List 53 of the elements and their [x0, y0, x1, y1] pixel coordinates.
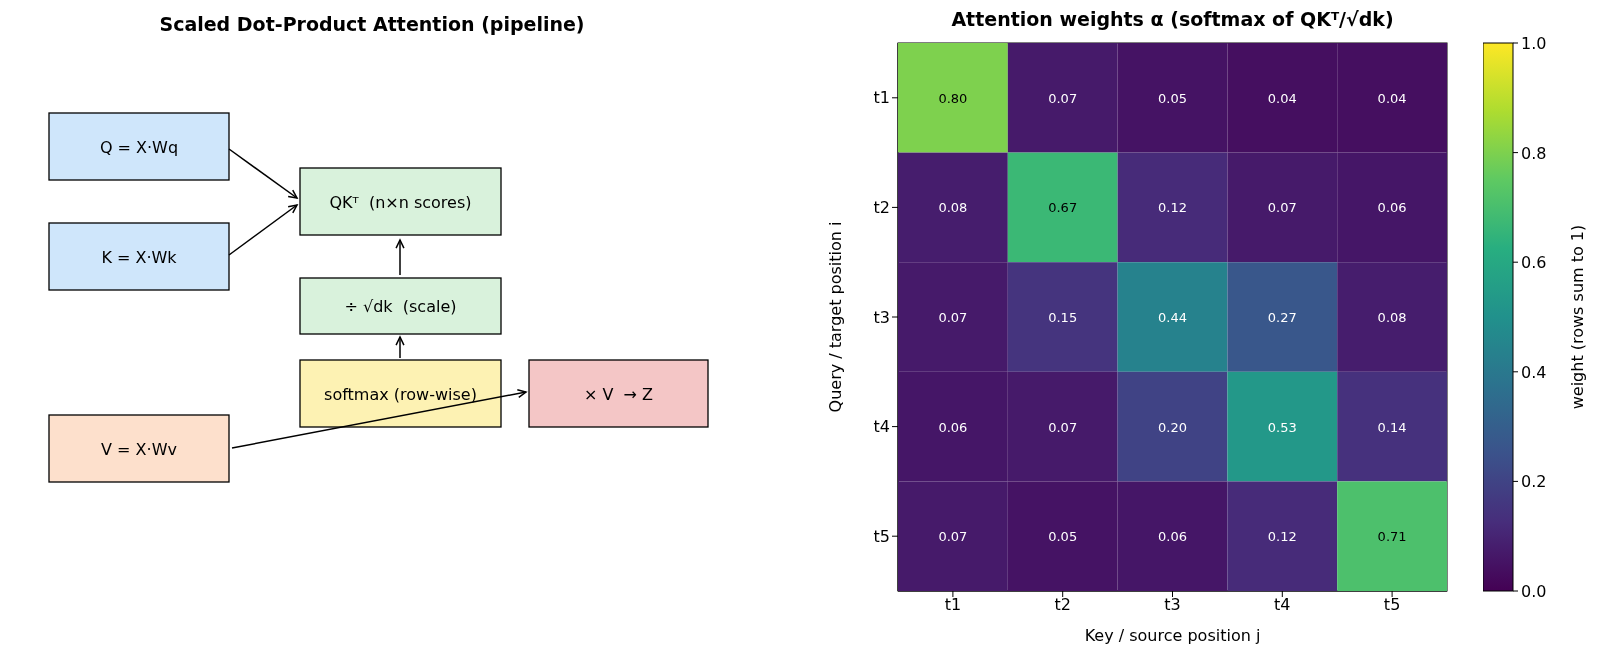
color-bar-label: 0.2 [1521, 472, 1547, 492]
text: ÷ √dk (scale) [344, 297, 457, 316]
color-bar-label: 0.4 [1521, 362, 1547, 382]
color-bar-label: 0.0 [1521, 582, 1547, 601]
color-bar-label: 0.6 [1521, 253, 1547, 273]
chart-title: Attention weights α (softmax of QKᵀ/√dk) [950, 8, 1395, 30]
y-tick-label: t2 [873, 198, 890, 218]
data-label: 0.14 [1377, 419, 1407, 435]
data-label: 0.07 [1267, 200, 1297, 216]
text: Scaled Dot-Product Attention (pipeline) [159, 13, 585, 35]
color-bar-label: 1.0 [1521, 34, 1547, 53]
x-tick-label: t1 [944, 595, 962, 615]
text: K = X·Wk [101, 247, 178, 267]
data-label: 0.07 [1048, 419, 1078, 435]
data-label: 0.20 [1158, 419, 1187, 435]
text: softmax (row-wise) [324, 384, 477, 404]
color-bar-label: 0.8 [1521, 143, 1547, 163]
data-label: 0.05 [1158, 90, 1187, 106]
x-tick-label: t2 [1054, 595, 1071, 615]
color-bar-title: weight (rows sum to 1) [1568, 224, 1587, 410]
text: V = X·Wv [101, 439, 177, 459]
data-label: 0.44 [1158, 310, 1187, 325]
data-label: 0.53 [1267, 419, 1297, 435]
y-tick-label: t1 [873, 88, 890, 108]
y-tick-label: t5 [873, 526, 890, 546]
data-label: 0.12 [1158, 200, 1187, 216]
x-tick-label: t5 [1383, 595, 1401, 615]
text: × V → Z [583, 384, 654, 404]
data-label: 0.71 [1377, 529, 1407, 545]
data-label: 0.06 [938, 419, 968, 435]
x-tick-label: t3 [1164, 595, 1181, 615]
text: Q = X·Wq [99, 137, 179, 157]
data-label: 0.12 [1267, 529, 1297, 545]
data-label: 0.04 [1267, 90, 1297, 106]
x-tick-label: t4 [1274, 595, 1291, 615]
data-label: 0.07 [938, 310, 968, 325]
data-label: 0.80 [938, 90, 968, 106]
data-label: 0.06 [1377, 200, 1407, 216]
x-axis-title: Key / source position j [1084, 626, 1261, 645]
y-axis-title: Query / target position i [825, 221, 845, 413]
y-tick-label: t3 [873, 307, 890, 327]
data-label: 0.67 [1048, 200, 1078, 216]
data-label: 0.15 [1048, 310, 1078, 325]
data-label: 0.05 [1048, 529, 1078, 545]
text: QKᵀ (n×n scores) [329, 192, 472, 212]
data-label: 0.06 [1158, 529, 1187, 545]
data-label: 0.27 [1267, 310, 1297, 325]
data-label: 0.08 [1377, 310, 1407, 325]
data-label: 0.07 [1048, 90, 1078, 106]
y-tick-label: t4 [873, 417, 890, 437]
data-label: 0.08 [938, 200, 968, 216]
data-label: 0.07 [938, 529, 968, 545]
data-label: 0.04 [1377, 90, 1407, 106]
